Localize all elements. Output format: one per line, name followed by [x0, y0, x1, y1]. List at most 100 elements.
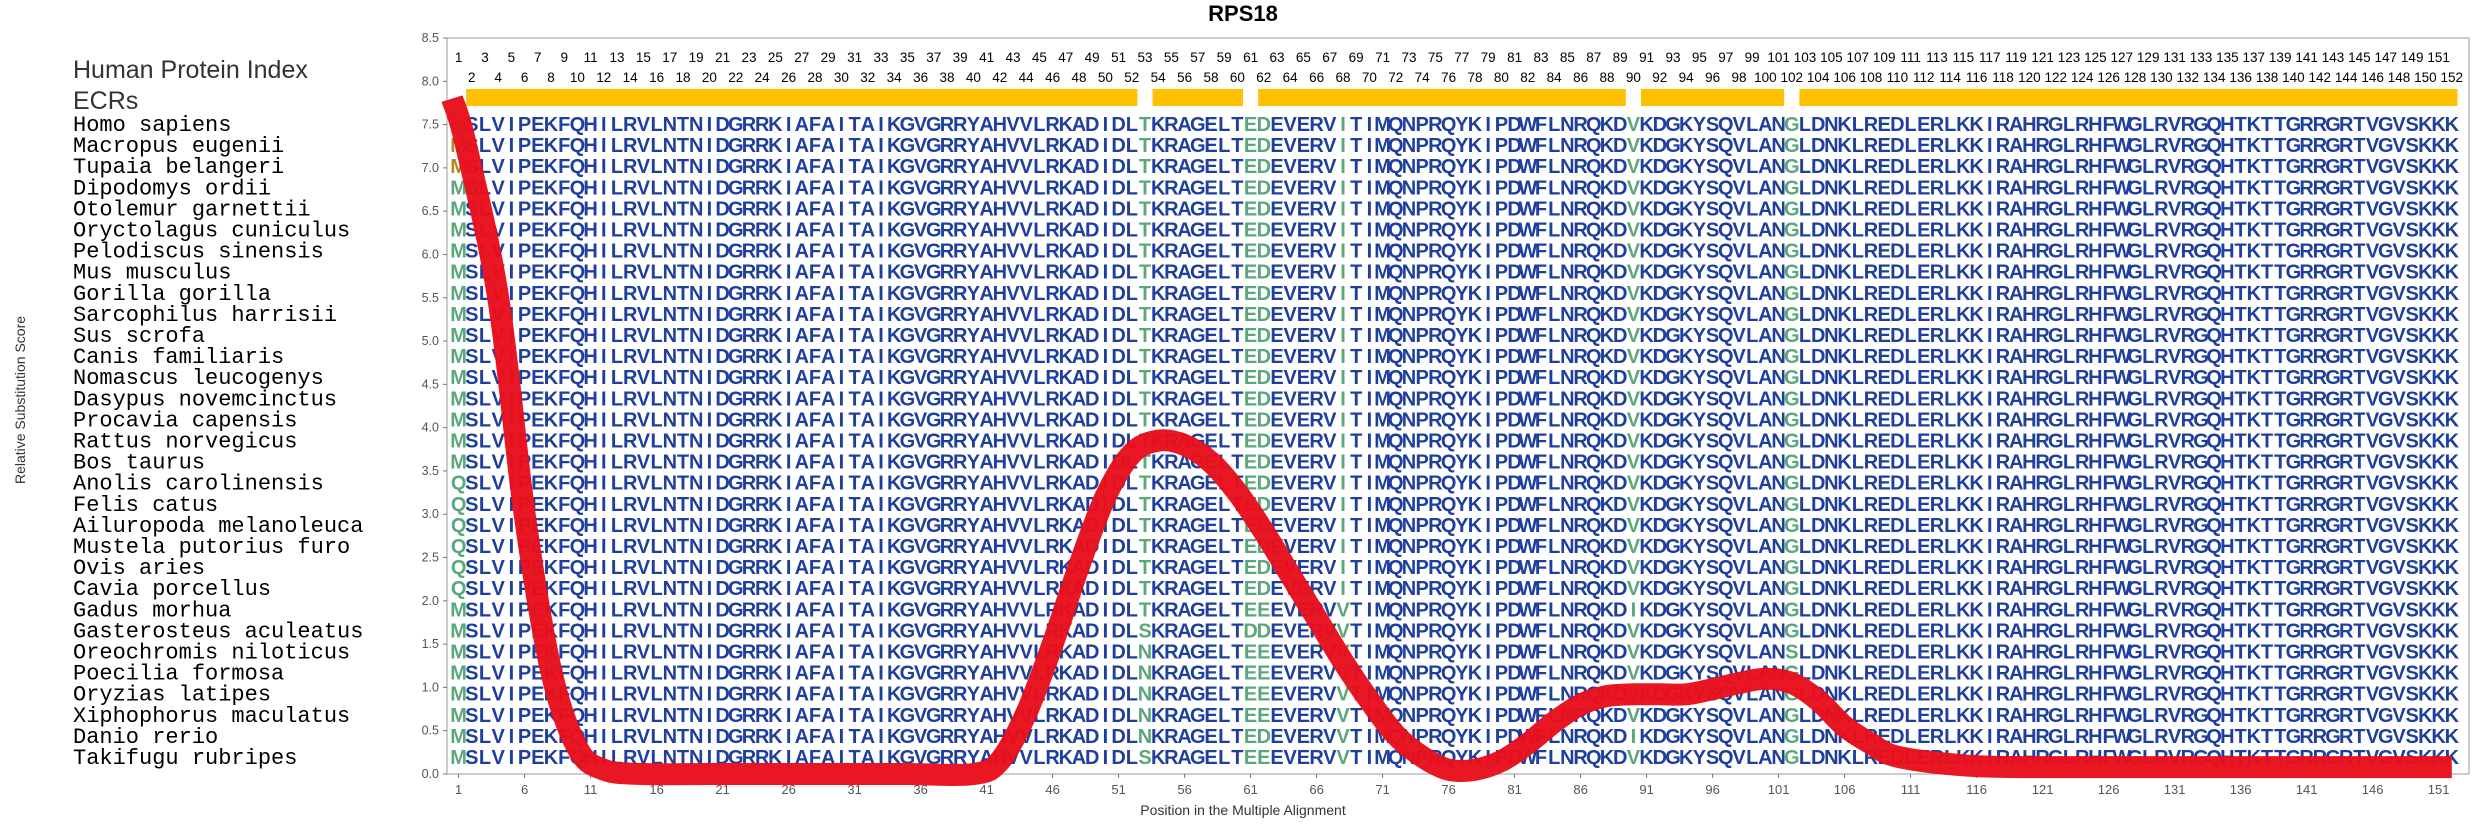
- residue: L: [1852, 515, 1864, 537]
- residue: E: [1917, 114, 1930, 136]
- residue: R: [2075, 156, 2090, 178]
- residue: R: [1428, 114, 1443, 136]
- residue: L: [1799, 304, 1811, 326]
- residue: I: [1103, 283, 1109, 305]
- residue: L: [1944, 726, 1956, 748]
- residue: Q: [2206, 177, 2222, 199]
- residue: K: [1837, 198, 1852, 220]
- residue: H: [583, 684, 597, 706]
- residue: L: [1548, 325, 1560, 347]
- residue: L: [1852, 114, 1864, 136]
- y-tick-label: 8.0: [422, 74, 439, 88]
- residue: I: [839, 409, 845, 431]
- residue: R: [1309, 705, 1324, 727]
- residue: E: [1878, 367, 1891, 389]
- residue: D: [1890, 262, 1904, 284]
- residue: L: [2142, 409, 2154, 431]
- residue: P: [518, 726, 531, 748]
- residue: N: [663, 325, 677, 347]
- residue: Q: [1718, 515, 1734, 537]
- residue: L: [650, 135, 662, 157]
- residue: K: [2247, 135, 2262, 157]
- residue: A: [795, 304, 809, 326]
- residue: L: [1033, 220, 1045, 242]
- residue: T: [1231, 620, 1243, 642]
- residue: D: [1890, 684, 1904, 706]
- residue: R: [1864, 409, 1879, 431]
- residue: K: [2445, 705, 2460, 727]
- position-number-even: 134: [2203, 70, 2226, 85]
- residue: K: [1468, 135, 1483, 157]
- position-number-odd: 43: [1005, 50, 1020, 65]
- residue: G: [2127, 346, 2143, 368]
- residue: I: [707, 388, 713, 410]
- residue: L: [611, 135, 623, 157]
- residue: T: [2274, 642, 2286, 664]
- residue: D: [1085, 409, 1099, 431]
- residue: R: [2313, 156, 2328, 178]
- residue: L: [1944, 388, 1956, 410]
- residue: L: [1218, 262, 1230, 284]
- residue: E: [1878, 642, 1891, 664]
- residue: A: [821, 198, 835, 220]
- residue: K: [768, 515, 783, 537]
- residue: L: [1799, 135, 1811, 157]
- residue: I: [878, 388, 884, 410]
- residue: V: [637, 515, 651, 537]
- residue: L: [650, 557, 662, 579]
- residue: L: [2063, 663, 2075, 685]
- residue: H: [2088, 557, 2102, 579]
- residue: L: [2142, 198, 2154, 220]
- residue: L: [1033, 177, 1045, 199]
- residue: T: [2274, 599, 2286, 621]
- residue: R: [1864, 620, 1879, 642]
- sequence-row: MSLV I PEKFQH I LRVLNTN I DGRRK I AFA I TA I KGVGRRY…: [450, 726, 2459, 748]
- residue: R: [1573, 114, 1588, 136]
- residue: E: [531, 262, 544, 284]
- residue: I: [1367, 599, 1373, 621]
- residue: L: [1218, 388, 1230, 410]
- residue: L: [479, 515, 491, 537]
- residue: R: [940, 135, 955, 157]
- residue: R: [1309, 220, 1324, 242]
- residue: K: [1679, 452, 1694, 474]
- residue: A: [821, 367, 835, 389]
- residue: I: [1987, 388, 1993, 410]
- residue: T: [1139, 346, 1151, 368]
- residue: V: [637, 663, 651, 685]
- x-tick-label: 141: [2296, 782, 2318, 797]
- residue: P: [1416, 620, 1429, 642]
- residue: T: [2234, 599, 2246, 621]
- residue: D: [1085, 367, 1099, 389]
- residue: K: [1468, 114, 1483, 136]
- residue: T: [2234, 536, 2246, 558]
- residue: F: [558, 431, 570, 453]
- residue: G: [2378, 135, 2394, 157]
- residue: I: [878, 346, 884, 368]
- residue: V: [914, 135, 928, 157]
- residue: R: [2154, 135, 2169, 157]
- residue: K: [544, 346, 559, 368]
- residue: G: [2378, 198, 2394, 220]
- residue: D: [1890, 620, 1904, 642]
- residue: G: [2048, 346, 2064, 368]
- y-axis-title: Relative Substitution Score: [12, 316, 28, 484]
- residue: Q: [1718, 726, 1734, 748]
- residue: T: [1139, 515, 1151, 537]
- residue: T: [1231, 663, 1243, 685]
- residue: I: [1987, 684, 1993, 706]
- position-number-even: 74: [1415, 70, 1431, 85]
- residue: I: [509, 726, 515, 748]
- residue: S: [465, 536, 478, 558]
- residue: E: [1878, 220, 1891, 242]
- residue: S: [2406, 283, 2419, 305]
- residue: T: [2261, 663, 2273, 685]
- residue: A: [795, 515, 809, 537]
- residue: L: [1852, 494, 1864, 516]
- sequence-row: MSLV I PEKFQH I LRVLNTN I DGRRK I AFA I TA I KGVGRRY…: [450, 241, 2459, 263]
- residue: E: [1204, 515, 1217, 537]
- residue: A: [861, 283, 875, 305]
- residue: H: [993, 304, 1007, 326]
- residue: V: [1323, 367, 1337, 389]
- residue: G: [2378, 599, 2394, 621]
